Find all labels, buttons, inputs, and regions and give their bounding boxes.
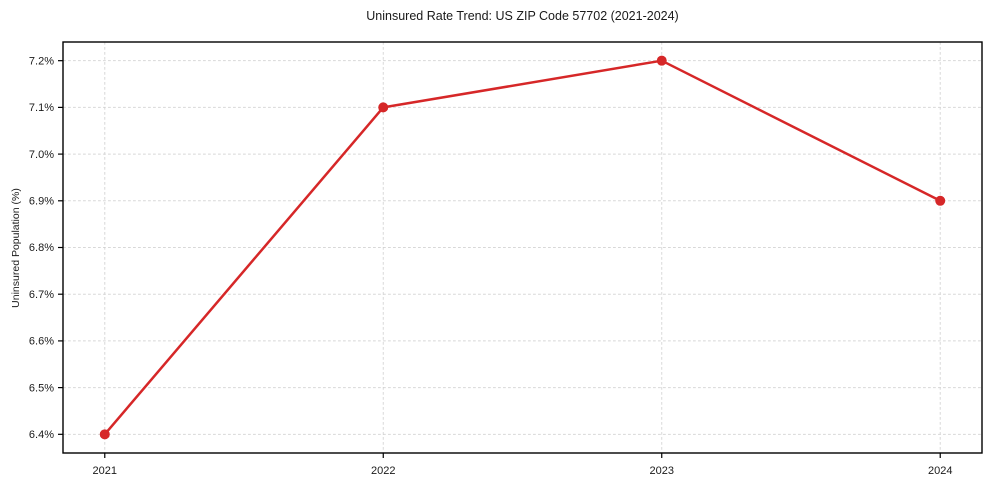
data-line (103, 59, 942, 436)
svg-text:6.6%: 6.6% (29, 336, 54, 348)
svg-text:6.8%: 6.8% (29, 242, 54, 254)
x-tick-labels: 2021 2022 2023 2024 (93, 453, 952, 477)
data-point (656, 55, 667, 66)
svg-text:2021: 2021 (93, 465, 117, 477)
data-point (935, 195, 946, 206)
svg-text:7.0%: 7.0% (29, 149, 54, 161)
grid-lines (63, 42, 982, 453)
data-point (99, 429, 110, 440)
svg-text:6.4%: 6.4% (29, 429, 54, 441)
svg-text:7.2%: 7.2% (29, 55, 54, 67)
y-tick-labels: 6.4% 6.5% 6.6% 6.7% 6.8% 6.9% 7.0% 7.1% 7.2% (29, 55, 63, 441)
svg-text:2023: 2023 (650, 465, 674, 477)
data-point (378, 102, 389, 113)
svg-text:6.9%: 6.9% (29, 196, 54, 208)
svg-text:2024: 2024 (928, 465, 952, 477)
chart-title: Uninsured Rate Trend: US ZIP Code 57702 … (366, 9, 679, 23)
data-points (99, 55, 946, 440)
svg-text:6.5%: 6.5% (29, 382, 54, 394)
svg-text:7.1%: 7.1% (29, 102, 54, 114)
svg-text:6.7%: 6.7% (29, 289, 54, 301)
svg-text:2022: 2022 (371, 465, 395, 477)
